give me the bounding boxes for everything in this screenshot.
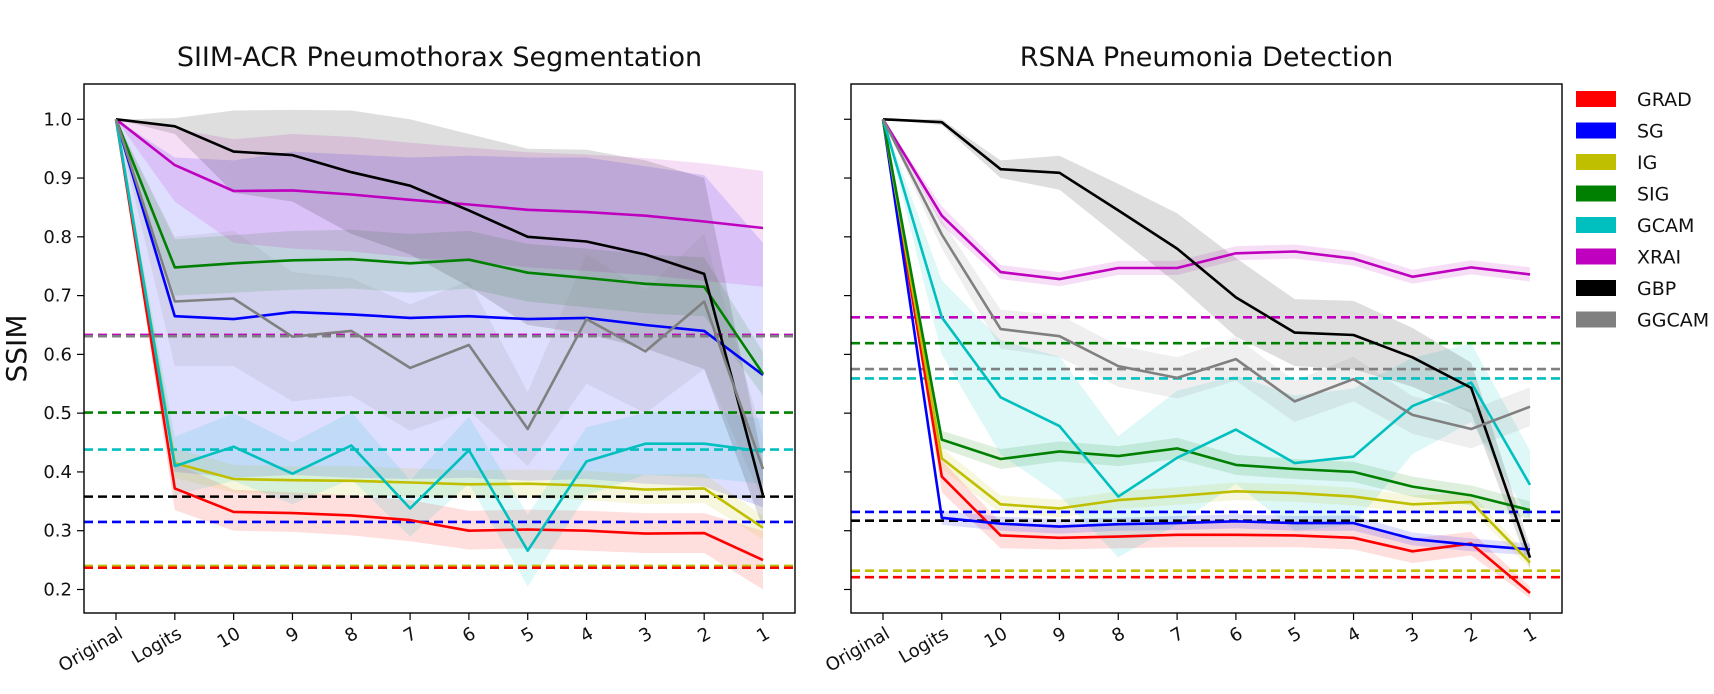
legend-swatch-sig [1576,185,1616,202]
band-sg [883,119,1530,556]
chart-panel-1: SIIM-ACR Pneumothorax Segmentation SSIM 0.… [0,42,796,677]
x-tick-label: 1 [1520,623,1540,647]
band-gcam [883,119,1530,558]
chart-panel-2: RSNA Pneumonia Detection Original Logits 10… [822,42,1563,677]
series-line-grad [114,119,764,562]
x-tick-label: 9 [283,623,303,647]
x-tick-label: Logits [895,623,952,668]
x-tick-label: 2 [694,623,714,647]
legend-swatch-gcam [1576,217,1616,233]
legend-label-grad: GRAD [1637,89,1692,111]
x-tick-label: 7 [400,623,420,647]
x-tick-label: Logits [128,623,185,668]
plot-area [84,109,795,590]
legend-swatch-gbp [1576,280,1616,296]
x-tick-label: 10 [981,623,1011,653]
x-tick-label: 4 [1344,623,1364,647]
x-tick-label: 4 [577,623,597,647]
y-tick-label: 0.5 [43,403,72,424]
x-tick-label: Original [55,623,127,676]
legend-swatch-ig [1576,154,1616,170]
band-ggcam [883,119,1530,449]
x-tick-label: Original [822,623,894,676]
series-line-ig [114,119,764,529]
y-tick-label: 0.6 [43,344,72,365]
y-tick-label: 0.4 [43,462,72,483]
legend-swatch-grad [1576,91,1616,107]
legend-label-xrai: XRAI [1637,247,1681,269]
series-line-gbp [882,118,1532,559]
band-gcam [116,119,763,587]
y-tick-label: 1.0 [43,109,72,130]
y-tick-label: 0.7 [43,286,72,307]
legend-label-sg: SG [1637,121,1664,143]
x-tick-label: 9 [1050,623,1070,647]
y-tick-label: 0.2 [43,579,72,600]
band-gbp [116,109,763,528]
legend-label-gcam: GCAM [1637,215,1694,237]
legend-swatch-xrai [1576,248,1616,265]
series-line-xrai [881,118,1531,281]
x-tick-label: 6 [459,623,479,647]
band-sg [116,119,763,508]
legend-swatch-sg [1576,122,1616,139]
x-tick-label: 3 [635,623,655,647]
legend-swatch-ggcam [1576,311,1616,328]
chart-title: RSNA Pneumonia Detection [1020,42,1394,73]
band-grad [883,119,1530,599]
series-line-gcam [114,119,764,553]
band-grad [116,119,763,590]
x-tick-label: 1 [753,623,773,647]
series-line-sig [114,118,765,375]
x-tick-label: 5 [1285,623,1305,647]
y-axis-label: SSIM [0,315,33,383]
y-tick-label: 0.3 [43,521,72,542]
series-line-ggcam [881,118,1531,431]
plot-area [851,118,1562,599]
chart-title: SIIM-ACR Pneumothorax Segmentation [177,42,702,73]
x-tick-label: 2 [1461,623,1481,647]
x-tick-label: 5 [518,623,538,647]
series-line-gcam [881,118,1532,498]
legend-label-ig: IG [1637,152,1657,174]
x-tick-label: 10 [214,623,244,653]
series-line-sig [881,119,1531,512]
y-tick-label: 0.9 [43,168,72,189]
band-ig [116,119,763,540]
series-line-ig [881,119,1531,564]
series-line-ggcam [114,118,765,470]
plot-frame [83,83,796,614]
series-line-sg [881,119,1531,551]
series-line-sg [114,118,764,377]
legend-label-sig: SIG [1637,184,1669,206]
x-tick-label: 3 [1402,623,1422,647]
legend-label-gbp: GBP [1637,278,1676,300]
x-tick-label: 8 [1108,623,1128,647]
y-tick-label: 0.8 [43,227,72,248]
band-ggcam [116,119,763,502]
series-line-grad [881,119,1531,594]
x-tick-label: 6 [1226,623,1246,647]
series-line-gbp [115,118,765,496]
series-line-xrai [115,118,764,230]
band-sig [116,119,763,396]
legend: GRAD SG IG SIG GCAM XRAI GBP GGCAM [1576,89,1709,332]
x-tick-label: 8 [341,623,361,647]
legend-label-ggcam: GGCAM [1637,310,1709,332]
x-tick-label: 7 [1167,623,1187,647]
plot-frame [850,83,1563,614]
